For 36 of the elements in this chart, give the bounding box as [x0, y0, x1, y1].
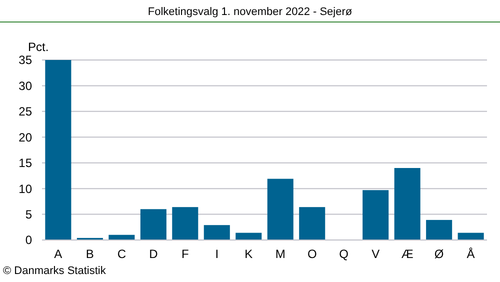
- y-tick-label: 35: [18, 53, 32, 68]
- x-tick-label: O: [307, 247, 317, 261]
- x-tick-label: Å: [466, 247, 475, 261]
- x-tick-label: B: [86, 247, 94, 261]
- x-tick-label: K: [244, 247, 253, 261]
- bar: [394, 168, 420, 240]
- x-tick-label: Æ: [401, 247, 414, 261]
- x-tick-label: Ø: [434, 247, 444, 261]
- bar: [299, 207, 326, 240]
- bar: [45, 60, 72, 240]
- y-tick-label: 5: [25, 207, 32, 222]
- bar: [204, 225, 230, 240]
- bar: [458, 232, 484, 240]
- x-tick-label: Q: [339, 247, 349, 261]
- x-tick-label: A: [54, 247, 62, 261]
- x-tick-label: I: [215, 247, 219, 261]
- bar: [140, 209, 166, 240]
- x-tick-label: M: [275, 247, 286, 261]
- y-tick-label: 10: [18, 182, 32, 196]
- bar: [362, 190, 389, 240]
- bar: [236, 232, 262, 240]
- bar: [267, 178, 294, 240]
- y-tick-label: 30: [18, 78, 32, 93]
- x-tick-label: D: [149, 247, 158, 261]
- y-tick-label: 15: [18, 156, 32, 170]
- text: © Danmarks Statistik: [3, 265, 106, 277]
- y-tick-label: 20: [18, 130, 32, 144]
- y-tick-label: 0: [25, 233, 32, 248]
- x-tick-label: F: [181, 247, 189, 261]
- x-tick-label: V: [372, 247, 380, 261]
- y-tick-label: 25: [18, 104, 32, 119]
- bar: [426, 220, 452, 240]
- chart-title: Folketingsvalg 1. november 2022 - Sejerø: [148, 6, 352, 18]
- bar: [172, 207, 198, 240]
- x-tick-label: C: [117, 247, 126, 261]
- y-axis-title: Pct.: [28, 40, 49, 54]
